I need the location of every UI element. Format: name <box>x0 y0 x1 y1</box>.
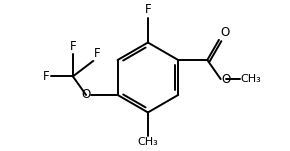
Text: F: F <box>145 3 151 16</box>
Text: F: F <box>43 70 50 83</box>
Text: O: O <box>81 88 90 101</box>
Text: O: O <box>222 73 231 86</box>
Text: CH₃: CH₃ <box>241 74 261 84</box>
Text: CH₃: CH₃ <box>137 137 158 147</box>
Text: F: F <box>70 40 76 53</box>
Text: O: O <box>220 26 229 39</box>
Text: F: F <box>94 47 101 60</box>
